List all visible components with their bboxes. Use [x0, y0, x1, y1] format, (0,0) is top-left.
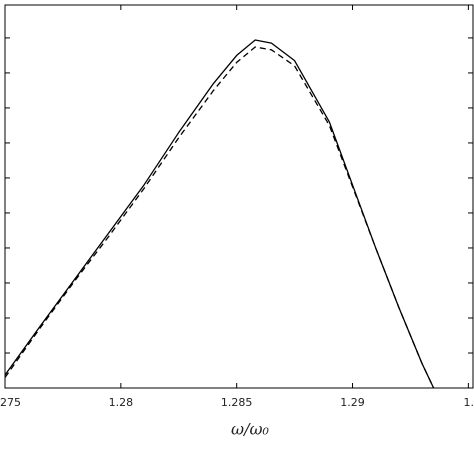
curve [4, 39, 435, 389]
x-tick-label: 275 [0, 396, 21, 409]
x-tick-label: 1. [464, 396, 474, 409]
x-axis-label: ω/ω₀ [231, 420, 269, 439]
x-tick-label: 1.29 [340, 396, 365, 409]
x-tick-label: 1.28 [109, 396, 134, 409]
curve [4, 46, 435, 389]
x-tick-label: 1.285 [221, 396, 253, 409]
plot-frame [4, 4, 474, 389]
